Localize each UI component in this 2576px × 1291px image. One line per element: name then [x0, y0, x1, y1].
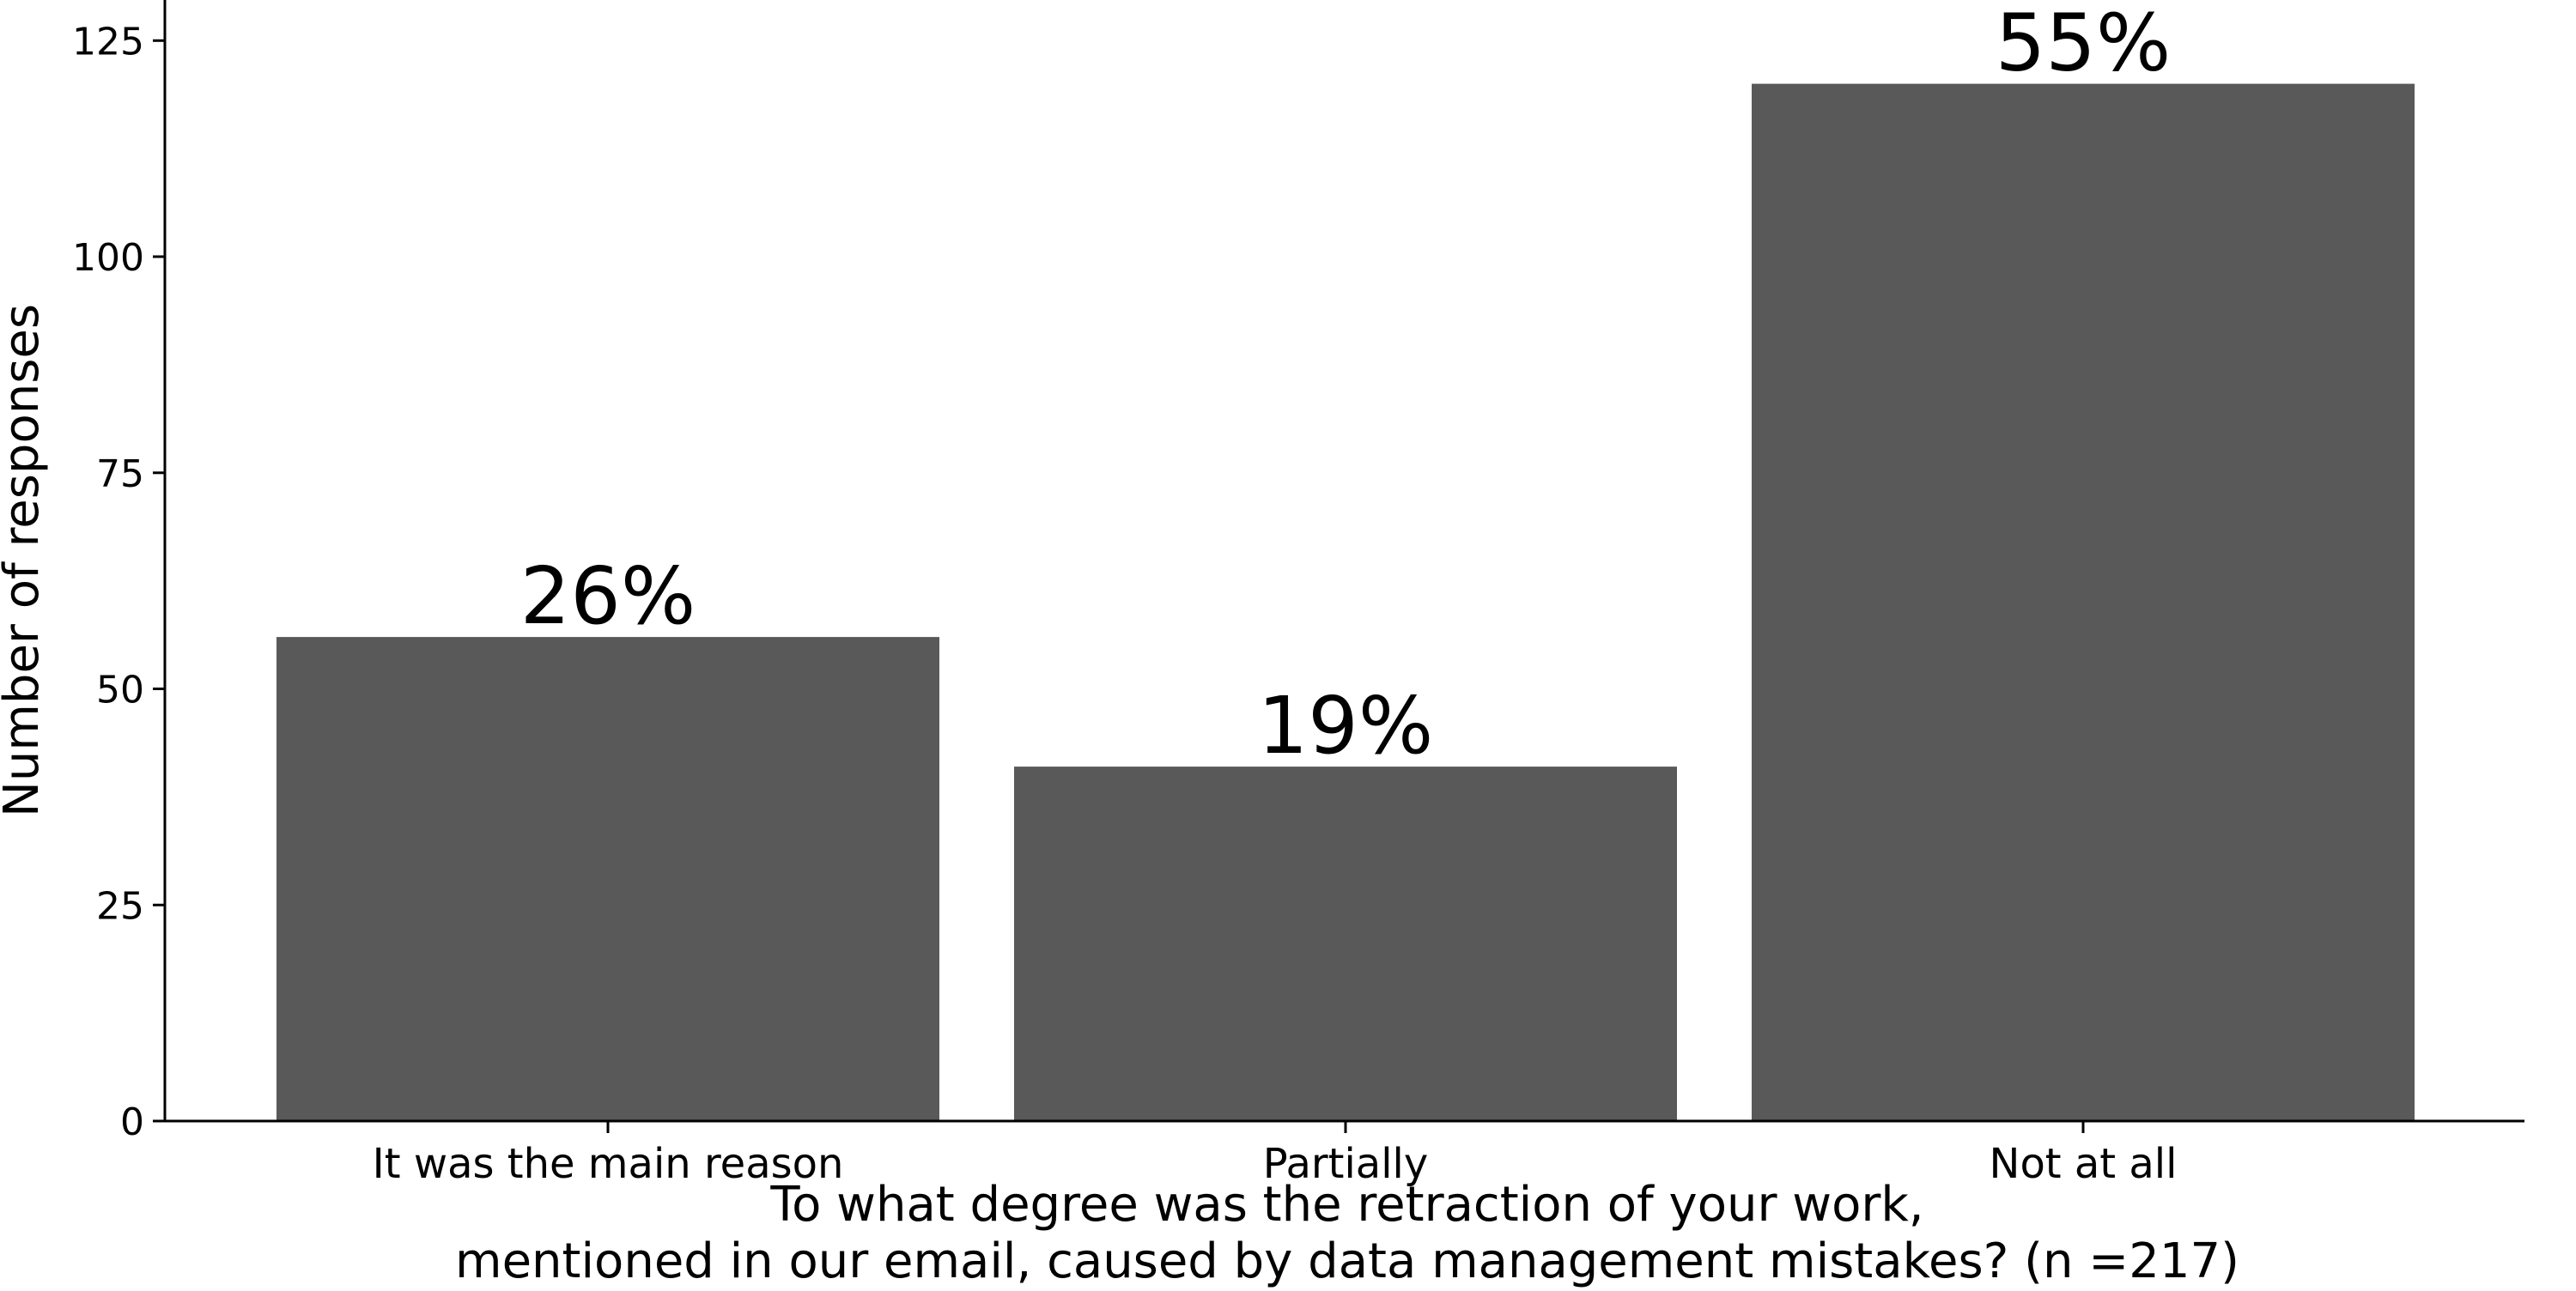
x-tick-label: It was the main reason — [373, 1140, 844, 1188]
y-tick-label: 125 — [72, 20, 144, 64]
bars-layer — [276, 83, 2415, 1122]
bar-value-label: 55% — [1996, 0, 2171, 89]
bar-2 — [1752, 83, 2415, 1122]
x-tick-label: Partially — [1263, 1140, 1429, 1188]
bar-labels-layer: 26% 19% 55% — [520, 0, 2171, 772]
y-tick-label: 50 — [96, 669, 144, 712]
x-axis-title-line-2: mentioned in our email, caused by data m… — [455, 1233, 2239, 1288]
y-axis: 0 25 50 75 100 125 — [72, 0, 167, 1144]
y-tick-label: 0 — [120, 1100, 144, 1144]
bar-1 — [1014, 767, 1677, 1121]
y-tick-label: 100 — [72, 236, 144, 280]
y-tick-label: 25 — [96, 884, 144, 928]
x-tick-label: Not at all — [1990, 1140, 2178, 1188]
y-axis-title: Number of responses — [0, 304, 50, 817]
x-axis: It was the main reason Partially Not at al… — [165, 1119, 2524, 1188]
x-axis-title-line-1: To what degree was the retraction of you… — [769, 1177, 1923, 1233]
y-tick-label: 75 — [96, 452, 144, 496]
bar-value-label: 26% — [520, 550, 696, 642]
bar-0 — [276, 637, 939, 1121]
bar-value-label: 19% — [1258, 680, 1433, 772]
